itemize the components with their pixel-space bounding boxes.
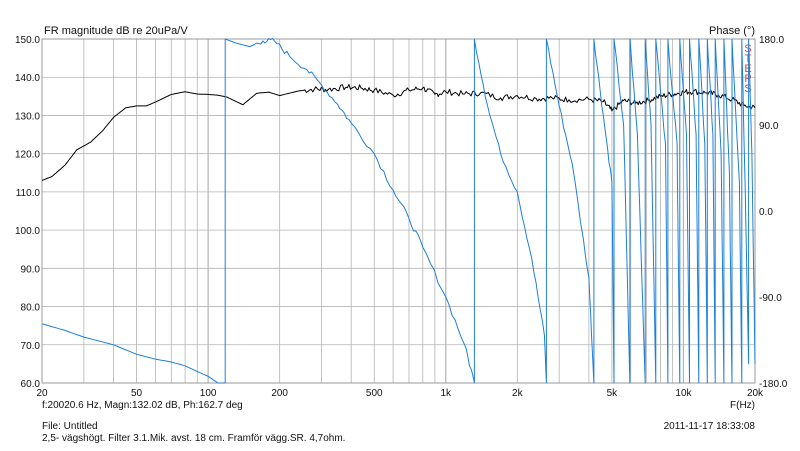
- y2-axis-ticks: 180.0 90.0 0.0 -90.0 -180.0: [759, 35, 788, 390]
- x-tick-label: 1k: [441, 388, 453, 399]
- y2-tick-label: -90.0: [759, 293, 782, 304]
- timestamp: 2011-11-17 18:33:08: [664, 421, 756, 432]
- x-tick-label: 500: [366, 388, 383, 399]
- grid-lines: [42, 39, 755, 383]
- y2-tick-label: 0.0: [759, 207, 773, 218]
- chart-title: FR magnitude dB re 20uPa/V: [44, 25, 188, 37]
- y-tick-label: 150.0: [15, 35, 40, 46]
- y-tick-label: 80.0: [21, 303, 41, 314]
- y-tick-label: 100.0: [15, 226, 40, 237]
- y-tick-label: 140.0: [15, 73, 40, 84]
- y-tick-label: 120.0: [15, 150, 40, 161]
- file-label: File: Untitled: [42, 421, 98, 432]
- phase-series-line: [41, 38, 756, 384]
- x-axis-label: F(Hz): [730, 400, 755, 411]
- x-tick-label: 100: [200, 388, 217, 399]
- y-axis-ticks: 60.0 70.0 80.0 90.0 100.0 110.0 120.0 130.0 140.…: [15, 35, 40, 390]
- y-tick-label: 110.0: [16, 188, 41, 199]
- y2-tick-label: 180.0: [759, 35, 784, 46]
- measurement-description: 2,5- vägshögt. Filter 3.1.Mik. avst. 18 …: [42, 433, 345, 444]
- y2-tick-label: 90.0: [759, 121, 779, 132]
- magnitude-series-line: [41, 84, 756, 181]
- x-tick-label: 5k: [607, 388, 619, 399]
- x-tick-label: 20k: [747, 388, 764, 399]
- x-tick-label: 200: [271, 388, 288, 399]
- cursor-readout: f:20020.6 Hz, Magn:132.02 dB, Ph:162.7 d…: [42, 400, 243, 411]
- y-tick-label: 90.0: [21, 264, 41, 275]
- series-layer: [41, 38, 756, 384]
- y-tick-label: 130.0: [15, 111, 40, 122]
- right-axis-title: Phase (°): [709, 25, 755, 37]
- y-tick-label: 60.0: [21, 379, 41, 390]
- x-tick-label: 50: [131, 388, 143, 399]
- y2-tick-label: -180.0: [759, 379, 788, 390]
- plot-frame: [41, 38, 756, 384]
- y-tick-label: 70.0: [21, 341, 41, 352]
- x-axis-ticks: 20 50 100 200 500 1k 2k 5k 10k 20k: [36, 388, 764, 399]
- x-tick-label: 2k: [512, 388, 524, 399]
- x-tick-label: 20: [36, 388, 48, 399]
- x-tick-label: 10k: [675, 388, 692, 399]
